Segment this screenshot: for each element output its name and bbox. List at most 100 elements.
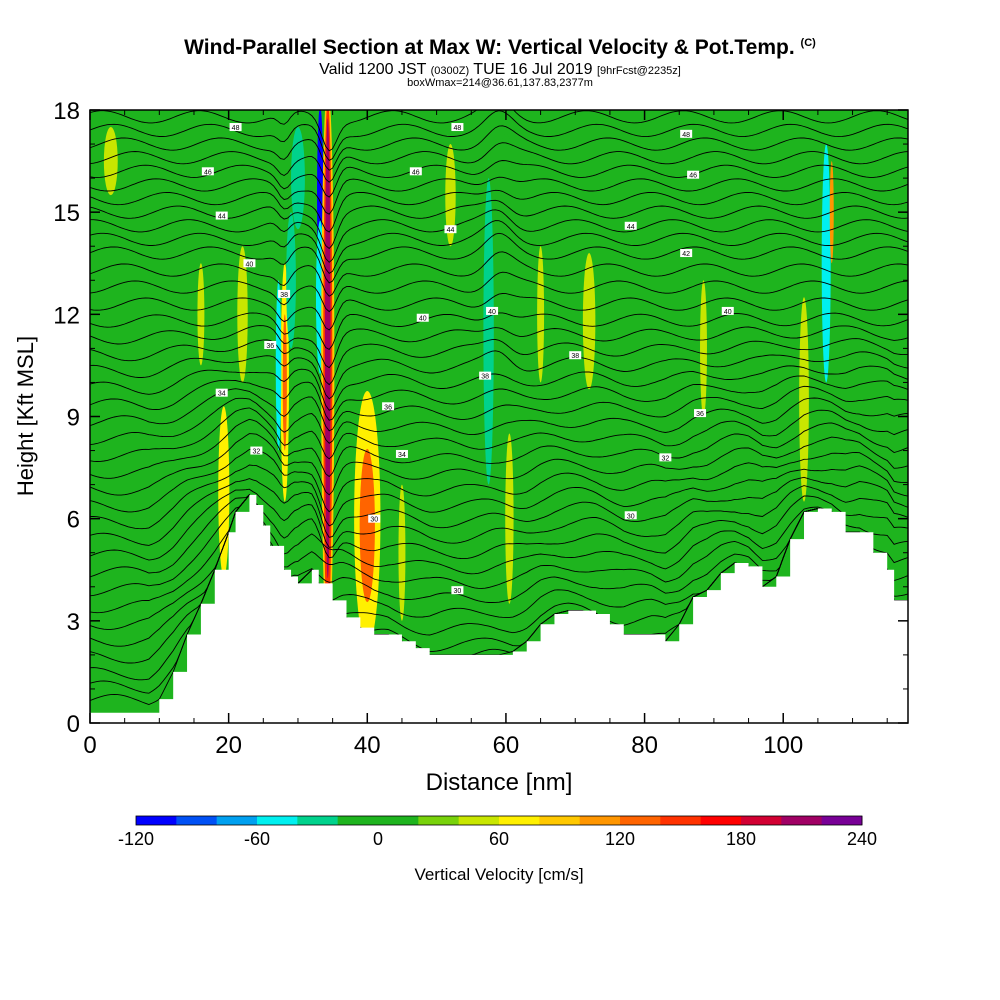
isentrope-line — [90, 325, 908, 369]
x-axis-label: Distance [nm] — [426, 769, 573, 796]
contour-label: 46 — [409, 167, 422, 176]
y-tick-label: 6 — [67, 507, 80, 534]
y-tick-label: 12 — [53, 302, 80, 329]
contour-label-box — [694, 409, 707, 418]
contour-label-text: 36 — [266, 343, 274, 350]
contour-label-text: 34 — [398, 452, 406, 459]
contour-label-text: 48 — [232, 125, 240, 132]
velocity-cell — [359, 448, 375, 603]
contour-label-text: 36 — [384, 404, 392, 411]
velocity-cell — [286, 212, 296, 349]
isentrope-line — [90, 375, 908, 421]
isentrope-line — [90, 209, 908, 263]
contour-label: 46 — [687, 170, 700, 180]
contour-label: 34 — [215, 388, 228, 398]
velocity-cell — [398, 484, 406, 621]
isentrope-line — [90, 293, 908, 331]
contour-label: 36 — [694, 409, 707, 418]
x-tick-label: 40 — [354, 732, 381, 759]
colorbar-swatch — [579, 816, 621, 825]
colorbar-swatch — [660, 816, 702, 825]
colorbar-tick-label: 240 — [847, 829, 877, 849]
contour-label-box — [680, 129, 693, 138]
chart-title: Wind-Parallel Section at Max W: Vertical… — [0, 36, 1000, 60]
contour-label-box — [382, 402, 395, 411]
y-tick-label: 0 — [67, 711, 80, 738]
colorbar-swatch — [257, 816, 298, 825]
x-axis: 0 20 40 60 80 100 — [83, 110, 888, 759]
velocity-cell — [547, 552, 562, 621]
contour-label-text: 34 — [218, 391, 226, 398]
colorbar-label: Vertical Velocity [cm/s] — [414, 865, 583, 884]
colorbar-swatch — [620, 816, 661, 825]
isentrope-line — [90, 350, 908, 400]
y-tick-label: 9 — [67, 405, 80, 432]
x-tick-label: 0 — [83, 732, 96, 759]
contour-label-box — [368, 514, 381, 523]
colorbar-swatch — [539, 816, 581, 825]
contour-label-box — [569, 351, 582, 360]
isentrope-line — [90, 407, 908, 462]
valid-time: Valid 1200 JST — [319, 61, 427, 78]
contour-label-box — [624, 221, 637, 230]
colorbar-tick-label: 180 — [726, 829, 756, 849]
contour-label: 44 — [624, 221, 637, 231]
colorbar-tick-label: 120 — [605, 829, 635, 849]
isentrope-line — [90, 433, 908, 496]
contour-label: 38 — [569, 351, 582, 360]
velocity-cell — [263, 195, 270, 298]
contour-label-box — [243, 259, 256, 268]
contour-label-text: 40 — [246, 261, 254, 268]
isentrope-line — [90, 494, 908, 614]
colorbar-swatch — [741, 816, 782, 825]
colorbar-swatch — [216, 816, 258, 825]
isentrope-line — [90, 110, 908, 152]
forecast-info: [9hrFcst@2235z] — [596, 65, 681, 77]
contour-label-text: 46 — [412, 169, 420, 176]
contour-label: 44 — [444, 225, 457, 234]
contour-label-text: 40 — [419, 316, 427, 323]
colorbar-tick-label: -60 — [244, 829, 270, 849]
isentrope-line — [90, 448, 908, 513]
x-tick-label: 80 — [631, 732, 658, 759]
velocity-cell — [505, 433, 514, 604]
isentrope-line — [90, 338, 908, 386]
isentrope-line — [90, 160, 908, 198]
contour-label: 40 — [416, 313, 429, 323]
colorbar-swatch — [176, 816, 218, 825]
contour-label-box — [479, 371, 492, 380]
contour-label-box — [687, 170, 700, 179]
y-tick-label: 3 — [67, 609, 80, 636]
contour-label-box — [278, 289, 291, 298]
isentrope-line — [90, 176, 908, 215]
contour-label-text: 40 — [488, 309, 496, 316]
contour-label: 38 — [479, 371, 492, 381]
colorbar: -120 -60 0 60 120 180 240 — [118, 815, 877, 849]
isentrope-line — [90, 142, 908, 183]
x-tick-label: 20 — [215, 732, 242, 759]
contour-label-text: 44 — [218, 214, 226, 221]
isentrope-line — [90, 220, 908, 275]
contour-labels: 36 40 44 38 30 34 30 30 32 36 40 42 44 46 48 34 32 36 40 38… — [201, 123, 734, 595]
contour-label-box — [201, 167, 214, 176]
isentrope-line — [90, 189, 908, 233]
contour-label-text: 48 — [682, 132, 690, 139]
velocity-cell — [103, 127, 118, 196]
contour-label: 32 — [659, 453, 672, 462]
contour-label-box — [416, 313, 429, 322]
contour-label-text: 38 — [571, 353, 579, 360]
contour-label: 30 — [451, 586, 464, 595]
contour-label: 36 — [382, 402, 395, 411]
contour-label-box — [624, 511, 637, 520]
contour-label-box — [659, 453, 672, 462]
contour-label-box — [409, 167, 422, 176]
x-tick-label: 60 — [493, 732, 520, 759]
y-tick-label: 15 — [53, 200, 80, 227]
contour-label: 48 — [451, 123, 464, 132]
contour-label: 34 — [395, 449, 408, 459]
isentrope-line — [90, 125, 908, 171]
colorbar-tick-label: 0 — [373, 829, 383, 849]
colorbar-swatch — [700, 816, 742, 825]
colorbar-swatch — [297, 816, 339, 825]
contour-label-text: 48 — [454, 125, 462, 132]
